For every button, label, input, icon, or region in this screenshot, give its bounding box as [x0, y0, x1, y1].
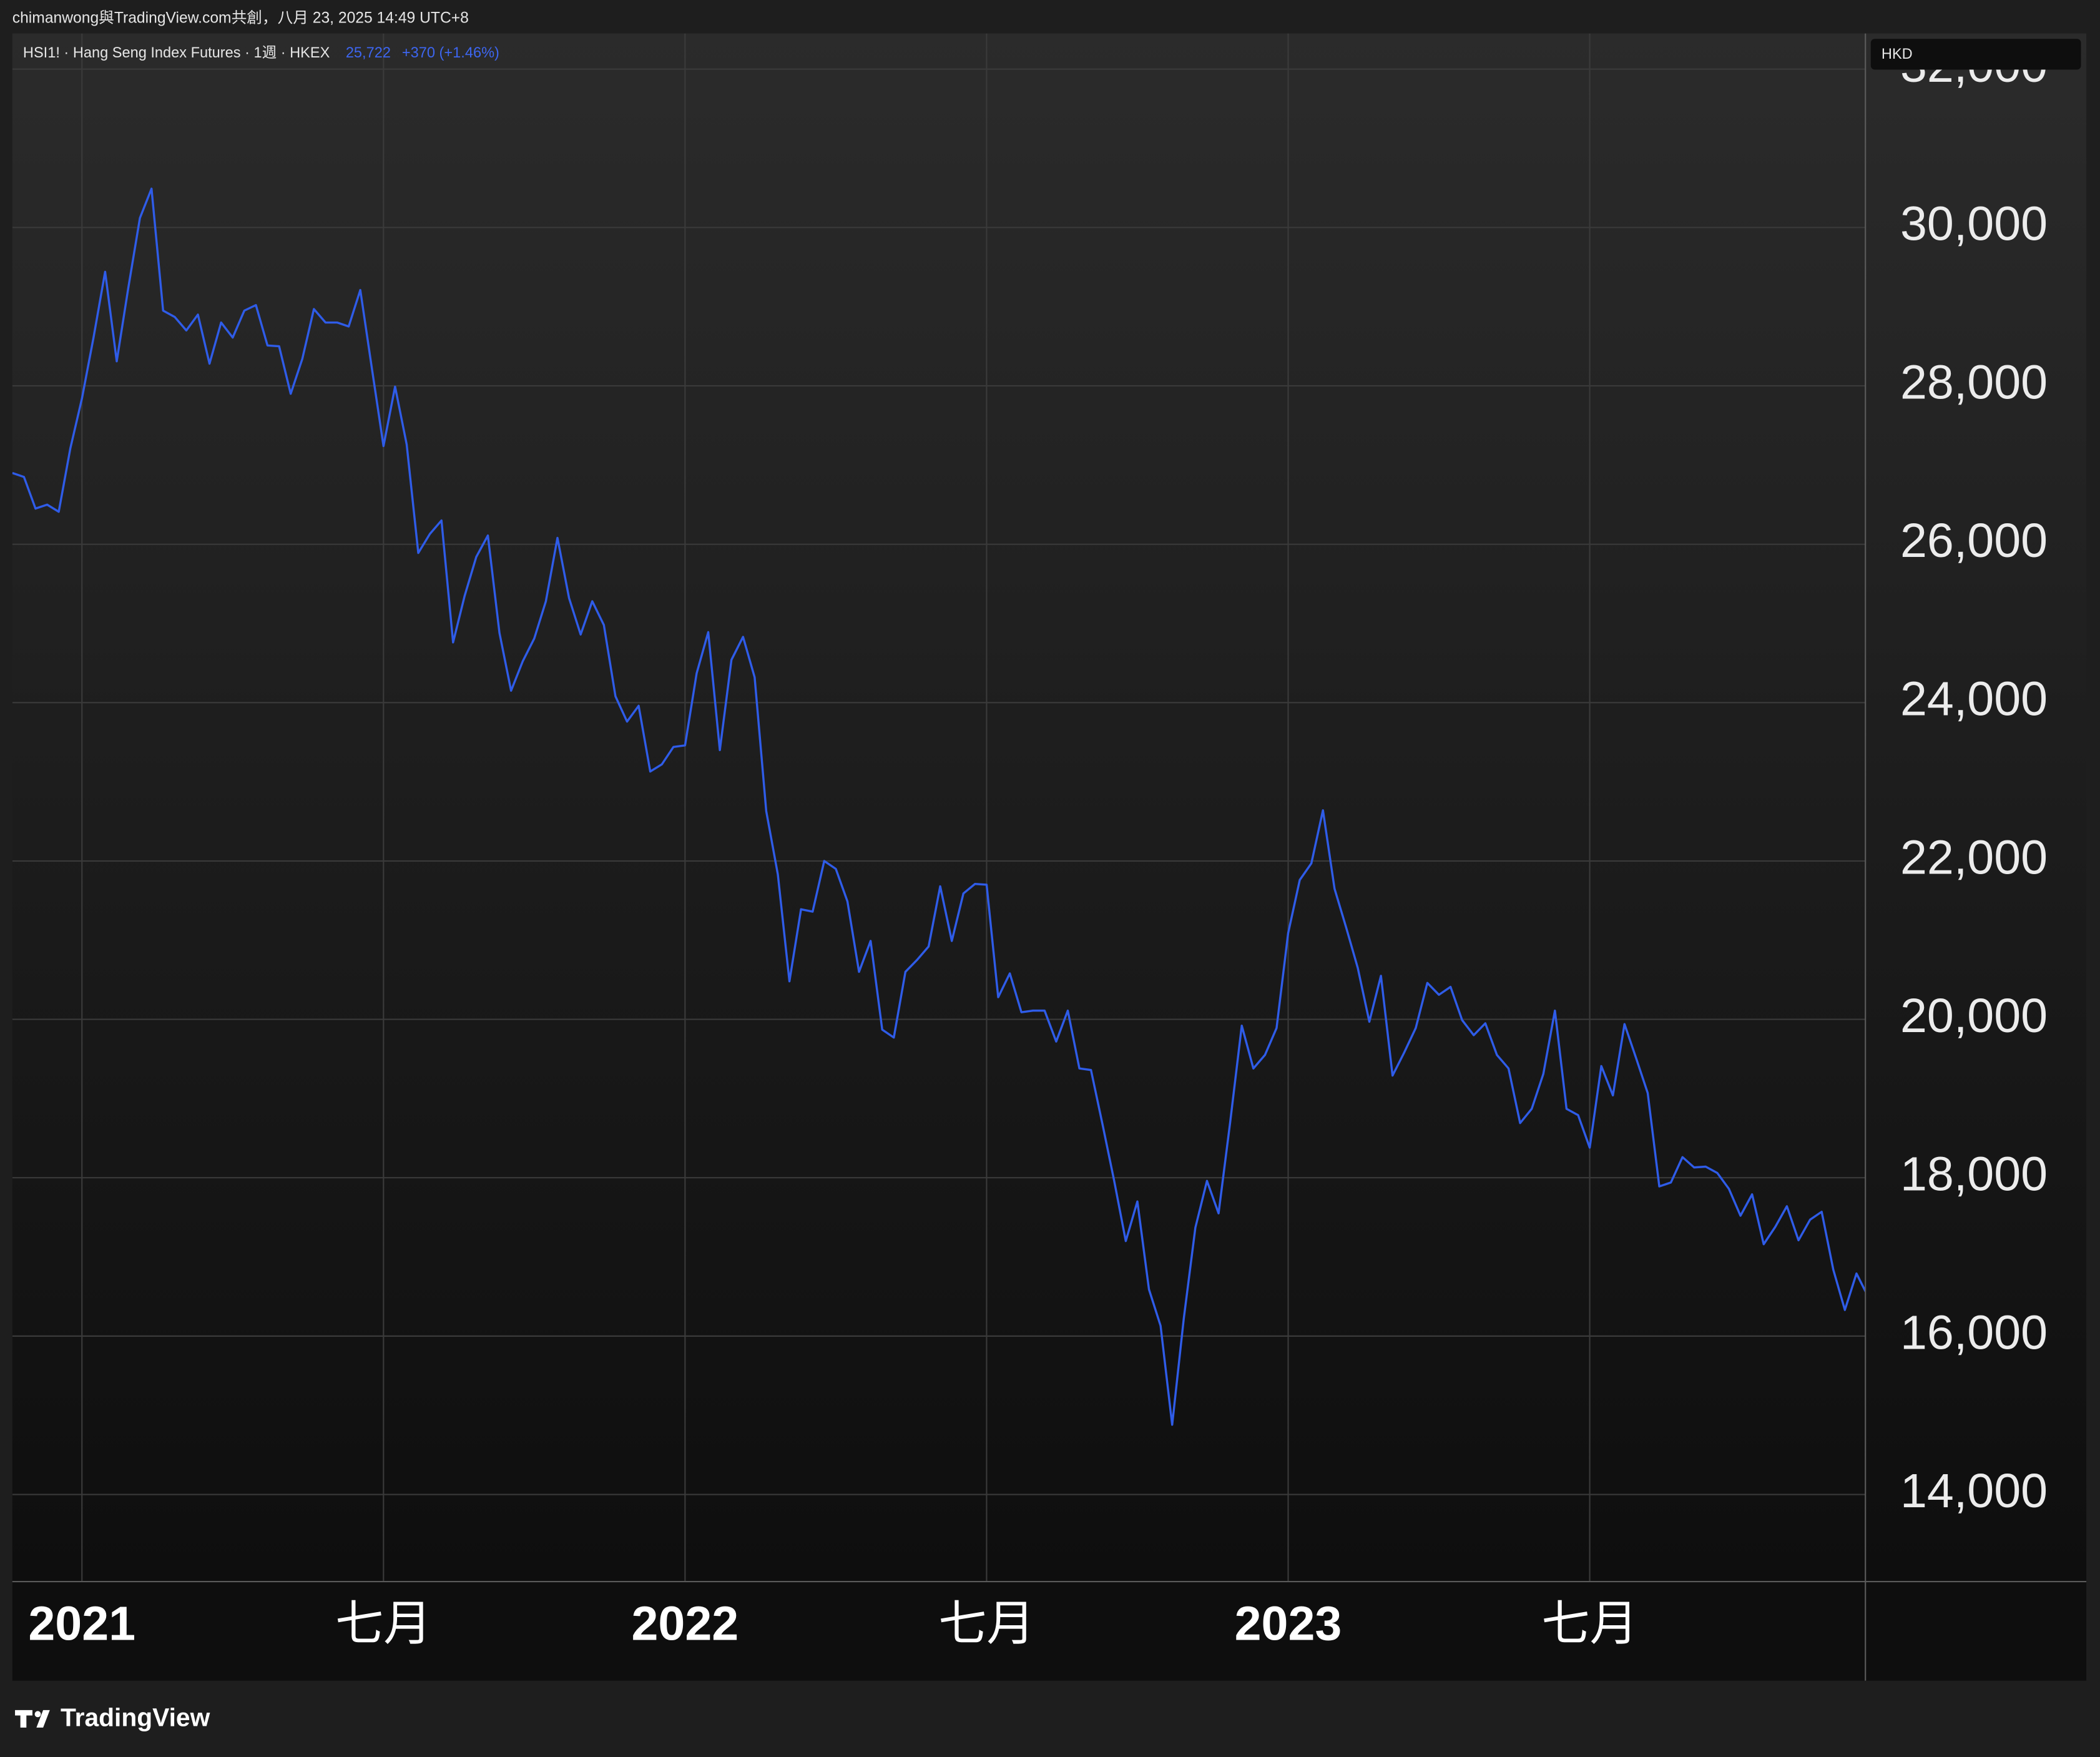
last-value: 25,722 — [346, 44, 391, 61]
brand-logo — [15, 1710, 50, 1728]
y-axis: 14,000 16,000 18,000 20,000 22,000 24,000 26,0… — [1900, 39, 2048, 1518]
plot-area — [12, 33, 2087, 1582]
x-tick-label: 七月 — [1541, 1597, 1637, 1650]
y-tick-label: 18,000 — [1900, 1148, 2048, 1201]
y-tick-label: 22,000 — [1900, 830, 2048, 884]
brand: TradingView — [61, 1703, 210, 1732]
change: +370 (+1.46%) — [402, 44, 499, 61]
y-tick-label: 20,000 — [1900, 989, 2048, 1043]
y-tick-label: 30,000 — [1900, 197, 2048, 251]
grid — [12, 33, 1866, 1582]
x-tick-label: 2023 — [1235, 1597, 1342, 1650]
currency-box — [1870, 39, 2081, 70]
y-tick-label: 14,000 — [1900, 1464, 2048, 1518]
y-tick-label: 24,000 — [1900, 672, 2048, 726]
y-tick-label: 16,000 — [1900, 1306, 2048, 1359]
y-tick-label: 28,000 — [1900, 355, 2048, 409]
y-tick-label: 26,000 — [1900, 514, 2048, 568]
legend-title: HSI1! · Hang Seng Index Futures · 1週 · H… — [23, 44, 330, 61]
logo-icon — [15, 1710, 50, 1728]
x-tick-label: 2022 — [632, 1597, 739, 1650]
price-line — [12, 187, 1866, 1426]
series — [12, 187, 1866, 1426]
x-axis-area — [12, 1582, 2087, 1681]
x-tick-label: 七月 — [938, 1597, 1034, 1650]
x-tick-label: 2021 — [28, 1597, 135, 1650]
x-tick-label: 七月 — [335, 1597, 431, 1650]
x-axis: 2021 七月 2022 七月 2023 七月 — [28, 1597, 1637, 1650]
currency: HKD — [1882, 46, 1913, 62]
credit: chimanwong與TradingView.com共創，八月 23, 2025… — [12, 9, 469, 27]
logo-dot — [34, 1711, 41, 1718]
